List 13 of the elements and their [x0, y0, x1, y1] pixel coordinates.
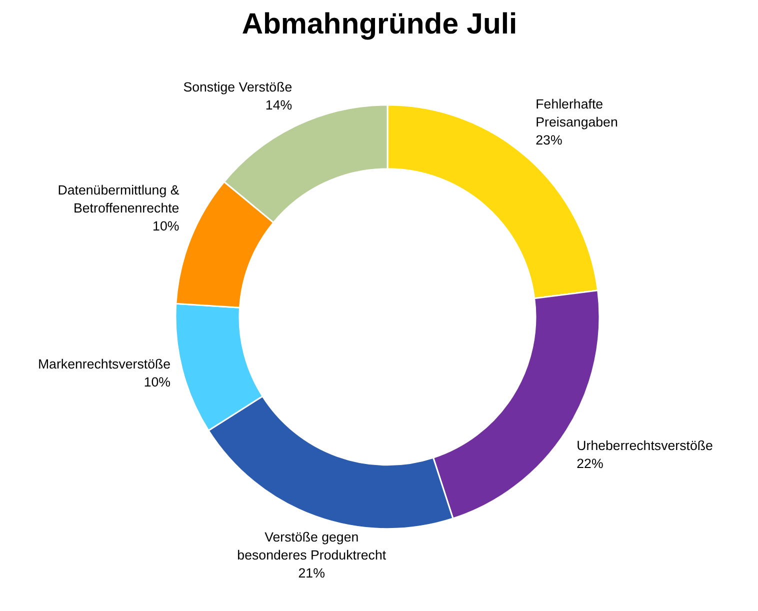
data-label: 21%	[298, 566, 326, 581]
slice-label: Verstöße gegen besonderes Produktrecht	[237, 530, 386, 563]
slice-label: Datenübermittlung & Betroffenenrechte	[58, 182, 180, 216]
slice-label: Urheberrechtsverstöße	[576, 438, 713, 453]
slice-label: Fehlerhafte Preisangaben	[536, 96, 618, 130]
slice-label: Markenrechtsverstöße	[38, 356, 171, 372]
data-label: 10%	[152, 218, 180, 234]
data-label: 23%	[536, 132, 562, 148]
data-label: 10%	[144, 374, 171, 390]
chart-title: Abmahngründe Juli	[242, 8, 518, 40]
slice-label: Sonstige Verstöße	[183, 79, 292, 94]
data-label: 22%	[576, 456, 604, 471]
data-label: 14%	[265, 97, 292, 112]
